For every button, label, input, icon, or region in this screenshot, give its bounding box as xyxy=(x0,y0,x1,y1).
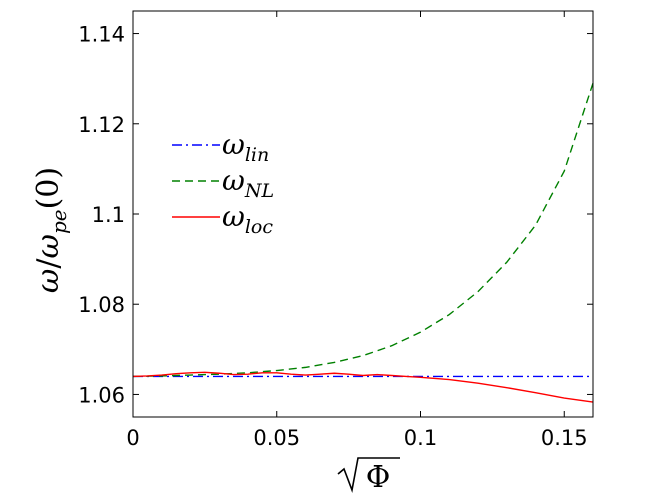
y-axis-label: ω/ωpe(0) xyxy=(31,167,71,293)
legend-entry-NL: ωNL xyxy=(172,164,274,202)
x-axis-label: Φ xyxy=(337,457,400,495)
y-tick-label: 1.12 xyxy=(78,113,125,137)
legend-label: ωloc xyxy=(222,200,273,238)
y-tick-label: 1.14 xyxy=(78,23,125,47)
x-tick-label: 0 xyxy=(126,426,139,450)
legend-entry-loc: ωloc xyxy=(172,200,273,238)
x-tick-label: 0.1 xyxy=(404,426,437,450)
x-tick-label: 0.15 xyxy=(541,426,588,450)
svg-text:Φ: Φ xyxy=(366,460,391,495)
tick-layer: 0 0.05 0.1 0.15 1.06 1.08 1.1 1.12 1.14 xyxy=(78,11,593,450)
series-line-loc xyxy=(132,371,594,403)
series-line-NL xyxy=(132,82,594,378)
y-tick-label: 1.08 xyxy=(78,293,125,317)
x-tick-label: 0.05 xyxy=(253,426,300,450)
legend-entry-lin: ωlin xyxy=(172,128,269,166)
y-tick-label: 1.1 xyxy=(92,203,125,227)
y-tick-label: 1.06 xyxy=(78,383,125,407)
legend-label: ωNL xyxy=(222,164,274,202)
svg-text:ω/ωpe(0): ω/ωpe(0) xyxy=(31,167,71,293)
series-layer xyxy=(132,82,594,403)
legend-label: ωlin xyxy=(222,128,269,166)
